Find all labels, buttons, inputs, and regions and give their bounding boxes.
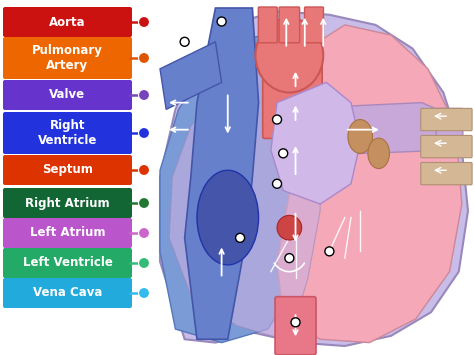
- Text: Right
Ventricle: Right Ventricle: [38, 119, 97, 147]
- Circle shape: [138, 288, 149, 299]
- Polygon shape: [185, 8, 258, 339]
- Polygon shape: [160, 11, 468, 346]
- FancyBboxPatch shape: [3, 278, 132, 308]
- FancyBboxPatch shape: [421, 136, 472, 158]
- Circle shape: [138, 127, 149, 138]
- Ellipse shape: [255, 18, 323, 93]
- Polygon shape: [271, 82, 360, 204]
- Polygon shape: [160, 42, 222, 109]
- Text: Septum: Septum: [42, 164, 93, 176]
- FancyBboxPatch shape: [3, 7, 132, 37]
- Text: Left Ventricle: Left Ventricle: [23, 257, 112, 269]
- Text: Aorta: Aorta: [49, 16, 86, 28]
- Circle shape: [273, 115, 282, 124]
- FancyBboxPatch shape: [3, 248, 132, 278]
- Circle shape: [138, 16, 149, 27]
- Circle shape: [138, 164, 149, 175]
- Circle shape: [325, 247, 334, 256]
- Text: Valve: Valve: [49, 88, 86, 102]
- FancyBboxPatch shape: [304, 7, 323, 43]
- Text: Pulmonary
Artery: Pulmonary Artery: [32, 44, 103, 72]
- Circle shape: [138, 197, 149, 208]
- FancyBboxPatch shape: [279, 7, 300, 43]
- Circle shape: [138, 257, 149, 268]
- Text: Right Atrium: Right Atrium: [25, 197, 110, 209]
- Circle shape: [285, 253, 294, 263]
- Text: Left Atrium: Left Atrium: [30, 226, 105, 240]
- Circle shape: [273, 179, 282, 188]
- FancyBboxPatch shape: [3, 188, 132, 218]
- Circle shape: [277, 215, 301, 240]
- Circle shape: [138, 89, 149, 100]
- FancyBboxPatch shape: [436, 108, 463, 137]
- Circle shape: [279, 149, 288, 158]
- Polygon shape: [277, 103, 453, 157]
- Circle shape: [180, 37, 189, 46]
- FancyBboxPatch shape: [263, 40, 322, 138]
- Circle shape: [236, 233, 245, 242]
- Circle shape: [138, 228, 149, 239]
- Ellipse shape: [368, 138, 390, 169]
- FancyBboxPatch shape: [3, 112, 132, 154]
- FancyBboxPatch shape: [275, 297, 316, 355]
- FancyBboxPatch shape: [3, 80, 132, 110]
- FancyBboxPatch shape: [421, 108, 472, 131]
- Polygon shape: [160, 28, 320, 343]
- FancyBboxPatch shape: [3, 155, 132, 185]
- FancyBboxPatch shape: [3, 218, 132, 248]
- Circle shape: [291, 318, 300, 327]
- Polygon shape: [169, 69, 320, 339]
- Ellipse shape: [197, 170, 258, 265]
- Ellipse shape: [348, 120, 373, 153]
- Polygon shape: [277, 25, 462, 343]
- Circle shape: [217, 17, 226, 26]
- Text: Vena Cava: Vena Cava: [33, 286, 102, 300]
- Circle shape: [138, 53, 149, 64]
- FancyBboxPatch shape: [3, 37, 132, 79]
- FancyBboxPatch shape: [421, 163, 472, 185]
- FancyBboxPatch shape: [258, 7, 277, 43]
